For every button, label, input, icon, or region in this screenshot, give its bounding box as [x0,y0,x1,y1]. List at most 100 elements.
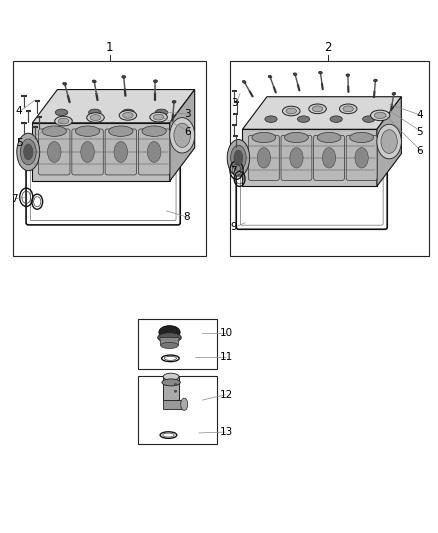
Ellipse shape [286,108,297,114]
Text: 3: 3 [184,109,191,119]
Bar [138,319,217,369]
Text: 7: 7 [11,193,18,204]
Ellipse shape [150,112,167,122]
Ellipse shape [20,139,36,165]
Bar [13,61,206,255]
FancyBboxPatch shape [105,129,137,175]
Text: 1: 1 [106,41,113,54]
Ellipse shape [174,123,191,148]
Ellipse shape [92,80,96,83]
Ellipse shape [322,148,336,168]
Ellipse shape [381,130,397,154]
Ellipse shape [363,116,375,123]
Ellipse shape [346,74,350,76]
Ellipse shape [122,109,134,116]
Ellipse shape [153,114,164,120]
Ellipse shape [153,80,158,83]
FancyBboxPatch shape [346,135,377,180]
Ellipse shape [90,115,101,120]
Ellipse shape [87,113,104,123]
FancyBboxPatch shape [26,166,180,225]
Ellipse shape [181,398,188,410]
Polygon shape [32,123,170,181]
Polygon shape [160,337,179,345]
FancyBboxPatch shape [314,135,344,180]
Text: 4: 4 [16,106,22,116]
Ellipse shape [170,118,195,153]
Ellipse shape [377,124,401,159]
Text: 5: 5 [416,127,423,136]
Ellipse shape [24,144,33,160]
Text: 8: 8 [183,213,190,222]
Ellipse shape [268,75,272,78]
Ellipse shape [17,133,40,171]
Ellipse shape [265,116,277,123]
Ellipse shape [350,132,374,142]
FancyBboxPatch shape [248,135,279,180]
Text: 6: 6 [184,127,191,136]
Ellipse shape [42,126,67,136]
Ellipse shape [343,106,353,112]
Ellipse shape [159,326,180,339]
Ellipse shape [55,116,72,126]
FancyBboxPatch shape [281,135,312,180]
Polygon shape [377,96,401,187]
Text: 2: 2 [324,41,332,54]
Ellipse shape [123,112,133,118]
Text: 4: 4 [416,110,423,120]
Ellipse shape [293,73,297,76]
Ellipse shape [119,110,137,120]
Ellipse shape [339,104,357,114]
Text: 5: 5 [16,138,22,148]
Ellipse shape [392,92,396,95]
Ellipse shape [55,109,68,116]
Text: 13: 13 [220,427,233,437]
Ellipse shape [63,83,67,85]
FancyBboxPatch shape [39,129,70,175]
Polygon shape [243,96,401,130]
Polygon shape [163,400,184,409]
Ellipse shape [162,379,180,386]
Ellipse shape [257,148,271,168]
Polygon shape [170,90,194,181]
Ellipse shape [318,71,322,74]
FancyBboxPatch shape [236,172,387,229]
Ellipse shape [371,110,390,120]
FancyBboxPatch shape [138,129,170,175]
Ellipse shape [88,109,101,116]
Ellipse shape [158,333,181,342]
Ellipse shape [290,148,303,168]
Ellipse shape [114,142,127,163]
Polygon shape [32,90,194,123]
Text: 7: 7 [230,166,237,176]
Text: 10: 10 [220,328,233,338]
Ellipse shape [172,100,176,103]
Ellipse shape [312,106,323,112]
Ellipse shape [309,104,326,114]
Ellipse shape [81,142,94,163]
Ellipse shape [252,132,276,142]
Ellipse shape [174,390,177,392]
Ellipse shape [374,79,377,82]
Text: 12: 12 [220,390,233,400]
Ellipse shape [355,148,368,168]
Ellipse shape [155,109,168,116]
Ellipse shape [374,112,386,118]
Ellipse shape [227,140,250,176]
Ellipse shape [109,126,133,136]
Ellipse shape [147,142,161,163]
Ellipse shape [75,126,100,136]
Ellipse shape [283,106,300,116]
Polygon shape [243,130,377,187]
FancyBboxPatch shape [72,129,103,175]
Ellipse shape [58,118,69,124]
Polygon shape [163,377,179,400]
Ellipse shape [234,150,243,166]
Ellipse shape [297,116,310,123]
Text: 6: 6 [416,146,423,156]
Ellipse shape [231,145,246,171]
Ellipse shape [330,116,342,123]
Ellipse shape [317,132,341,142]
Ellipse shape [122,76,126,78]
Text: 11: 11 [220,352,233,362]
